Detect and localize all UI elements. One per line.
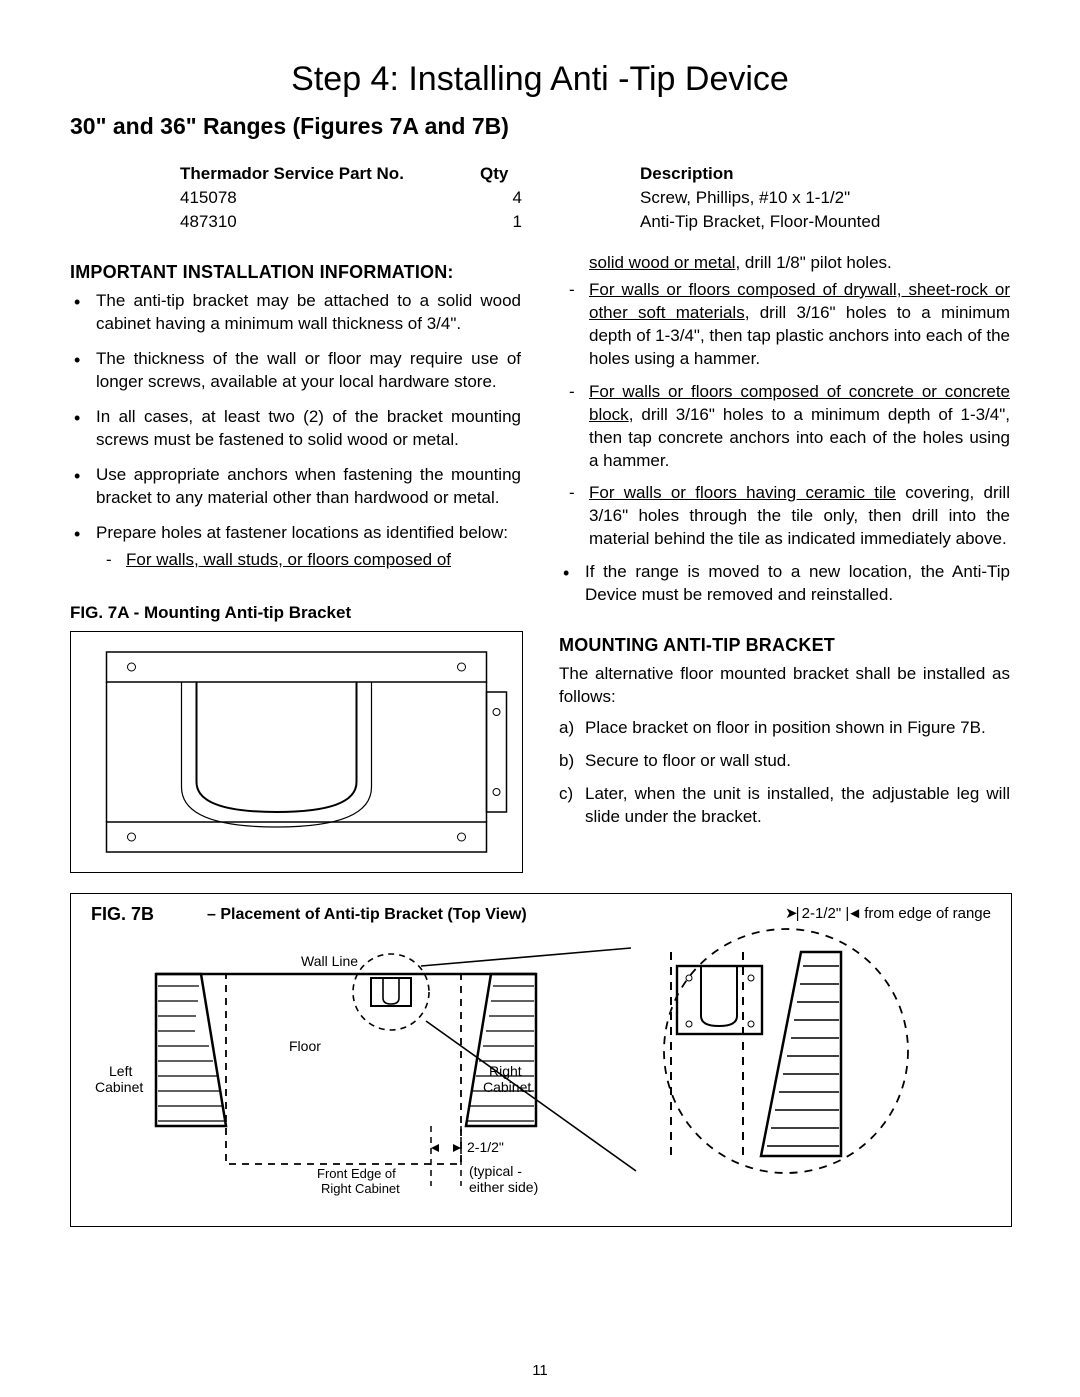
svg-text:Left: Left: [109, 1063, 132, 1079]
th-qty: Qty: [480, 162, 540, 186]
svg-text:(typical -: (typical -: [469, 1163, 522, 1179]
svg-text:Cabinet: Cabinet: [95, 1079, 143, 1095]
mount-intro: The alternative floor mounted bracket sh…: [559, 663, 1010, 709]
td-desc: Anti-Tip Bracket, Floor-Mounted: [640, 210, 1010, 234]
left-column: IMPORTANT INSTALLATION INFORMATION: The …: [70, 252, 521, 873]
step-item: c)Later, when the unit is installed, the…: [559, 783, 1010, 839]
page-title: Step 4: Installing Anti -Tip Device: [70, 60, 1010, 99]
figure-7b: FIG. 7B – Placement of Anti-tip Bracket …: [70, 893, 1012, 1227]
fig7b-right: ➤| 2-1/2" |◄ from edge of range: [785, 904, 991, 922]
list-item: The thickness of the wall or floor may r…: [70, 348, 521, 406]
figure-7a: [70, 631, 523, 873]
td-pn: 487310: [180, 210, 480, 234]
svg-text:Cabinet: Cabinet: [483, 1079, 531, 1095]
wall-label: Wall Line: [301, 953, 358, 969]
sub-item: For walls or floors having ceramic tile …: [559, 482, 1010, 561]
list-item: The anti-tip bracket may be attached to …: [70, 290, 521, 348]
td-pn: 415078: [180, 186, 480, 210]
parts-table: Thermador Service Part No. Qty Descripti…: [180, 162, 1010, 234]
fig7b-sub: – Placement of Anti-tip Bracket (Top Vie…: [207, 906, 527, 924]
list-item: If the range is moved to a new location,…: [559, 561, 1010, 619]
step-item: b)Secure to floor or wall stud.: [559, 750, 1010, 783]
right-column: solid wood or metal, drill 1/8" pilot ho…: [559, 252, 1010, 873]
list-item: Use appropriate anchors when fastening t…: [70, 464, 521, 522]
list-item: Prepare holes at fastener locations as i…: [70, 522, 521, 594]
cont-line: solid wood or metal, drill 1/8" pilot ho…: [559, 252, 1010, 275]
th-desc: Description: [640, 162, 1010, 186]
step-item: a)Place bracket on floor in position sho…: [559, 717, 1010, 750]
svg-text:Right Cabinet: Right Cabinet: [321, 1181, 400, 1196]
svg-text:Floor: Floor: [289, 1038, 321, 1054]
svg-text:Front Edge of: Front Edge of: [317, 1166, 396, 1181]
svg-text:2-1/2": 2-1/2": [467, 1139, 504, 1155]
fig7a-caption: FIG. 7A - Mounting Anti-tip Bracket: [70, 602, 521, 625]
fig7b-label: FIG. 7B: [91, 904, 154, 925]
subtitle: 30" and 36" Ranges (Figures 7A and 7B): [70, 113, 1010, 140]
th-part: Thermador Service Part No.: [180, 162, 480, 186]
mounting-heading: MOUNTING ANTI-TIP BRACKET: [559, 633, 1010, 657]
svg-text:either side): either side): [469, 1179, 538, 1195]
page-number: 11: [0, 1362, 1080, 1379]
td-qty: 1: [480, 210, 540, 234]
sub-item: For walls or floors composed of concrete…: [559, 381, 1010, 483]
important-heading: IMPORTANT INSTALLATION INFORMATION:: [70, 260, 521, 284]
td-qty: 4: [480, 186, 540, 210]
sub-item: For walls, wall studs, or floors compose…: [96, 549, 521, 582]
td-desc: Screw, Phillips, #10 x 1-1/2": [640, 186, 1010, 210]
sub-item: For walls or floors composed of drywall,…: [559, 279, 1010, 381]
list-item: In all cases, at least two (2) of the br…: [70, 406, 521, 464]
